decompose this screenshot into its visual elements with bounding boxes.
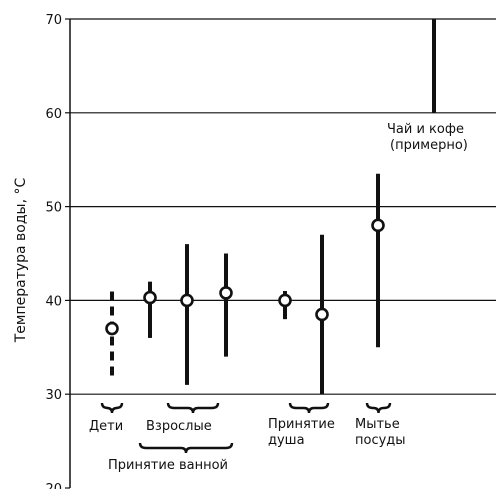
label-shower-line2: душа: [268, 433, 305, 448]
mean-marker-3: [180, 293, 194, 308]
y-tick-label-20: 20: [45, 482, 62, 489]
mean-marker-4: [219, 286, 233, 300]
brace-dishes: [365, 402, 392, 414]
group-braces: [100, 402, 392, 454]
brace-adults: [166, 402, 220, 414]
label-dishes-line2: посуды: [355, 433, 406, 448]
mean-marker-5: [278, 293, 292, 308]
y-tick-label-30: 30: [45, 388, 62, 403]
y-tick-labels: 20 30 40 50 60 70: [45, 13, 62, 489]
label-dishes-line1: Мытье: [355, 417, 400, 432]
brace-children: [100, 402, 124, 414]
brace-bathing: [138, 442, 234, 454]
y-tick-label-70: 70: [45, 13, 62, 28]
label-children: Дети: [89, 419, 123, 434]
mean-marker-2: [143, 290, 157, 305]
label-shower-line1: Принятие: [268, 417, 335, 432]
y-axis-label: Температура воды, °C: [13, 178, 29, 344]
mean-marker-6: [315, 307, 329, 322]
brace-shower: [288, 402, 330, 414]
label-bathing: Принятие ванной: [108, 458, 228, 473]
mean-marker-7: [371, 218, 385, 233]
label-tea-line2: (примерно): [390, 138, 468, 153]
y-tick-label-40: 40: [45, 294, 62, 309]
y-tick-label-50: 50: [45, 201, 62, 216]
mean-marker-1: [105, 321, 119, 336]
y-tick-label-60: 60: [45, 107, 62, 122]
range-bars: [105, 19, 436, 395]
label-adults: Взрослые: [146, 419, 212, 434]
label-tea-line1: Чай и кофе: [387, 122, 464, 137]
